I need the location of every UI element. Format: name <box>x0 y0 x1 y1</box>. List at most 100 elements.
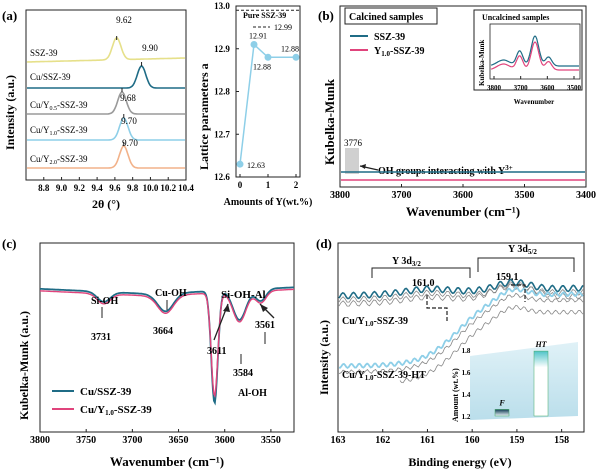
curve-Cu/Y1.0-SSZ-39 <box>27 117 185 141</box>
a-xtick-label: 9.4 <box>91 183 103 193</box>
panel-b-xticks: 3800 3700 3600 3500 3400 <box>330 184 596 201</box>
a-xtick-label: 9.6 <box>109 183 121 193</box>
a-xtick-label: 8.8 <box>38 183 50 193</box>
panel-b-ylabel: Kubelka-Munk <box>322 78 337 165</box>
c-xtick-label: 3800 <box>30 435 50 446</box>
inset-ref-value: 12.99 <box>274 23 292 32</box>
anno-cuoh: Cu-OH <box>155 288 187 299</box>
inset-ytick-label: 13.0 <box>214 1 230 11</box>
a-xtick-label: 10.0 <box>143 183 159 193</box>
b-xtick-label: 3500 <box>515 190 535 201</box>
a-xtick-label: 9.8 <box>127 183 139 193</box>
label-cuy05: Cu/Y0.5-SSZ-39 <box>30 100 88 112</box>
panel-b: (b) Kubelka-Munk 3800 3700 3600 3500 3400 Wa… <box>318 5 596 219</box>
b-inset-xtick-label: 3700 <box>514 84 529 92</box>
peak-159: 159.1 <box>496 272 519 283</box>
panel-c-xticks: 3800 3750 3700 3650 3600 3550 <box>30 429 281 446</box>
anno-3731: 3731 <box>91 332 111 343</box>
panel-c-frame <box>39 242 295 433</box>
inset-d-yticks: 1.2 1.4 1.6 1.8 <box>462 347 471 421</box>
label-cussz39: Cu/SSZ-39 <box>30 72 71 82</box>
bracket-y32-label: Y 3d3/2 <box>392 256 421 268</box>
panel-b-inset-frame <box>489 23 581 80</box>
inset-ytick-label: 12.9 <box>214 44 230 54</box>
d-xtick-label: 159 <box>509 435 524 446</box>
panel-c-xlabel: Wavenumber (cm⁻¹) <box>110 454 224 469</box>
c-xtick-label: 3700 <box>122 435 142 446</box>
inset-d-bar-label: HT <box>534 340 547 349</box>
a-xtick-label: 10.4 <box>178 183 194 193</box>
panel-c-ylabel: Kubelka-Munk (a.u.) <box>17 311 31 420</box>
panel-b-title: Calcined samples <box>349 12 423 23</box>
panel-label-c: (c) <box>2 236 16 251</box>
bracket-y52 <box>477 257 575 272</box>
panel-c-curves <box>40 286 294 406</box>
anno-3664: 3664 <box>153 326 173 337</box>
panel-a-inset: Lattice parameters a 12.6 12.7 12.8 12.9 13.… <box>197 1 312 208</box>
b-xtick-label: 3800 <box>330 190 350 201</box>
legend-b-label-1: SSZ-39 <box>374 32 405 43</box>
panel-label-a: (a) <box>2 8 17 23</box>
panel-b-inset-title: Uncalcined samples <box>482 13 549 22</box>
curve-d-a-fit <box>338 283 584 303</box>
panel-c: (c) Kubelka-Munk (a.u.) 3800 3750 3700 3650… <box>2 236 295 469</box>
inset-d-bg <box>470 342 578 420</box>
panel-a-curves <box>26 36 186 169</box>
panel-d-frame <box>337 242 585 433</box>
bracket-y32 <box>371 267 471 278</box>
peak-161: 161.0 <box>412 278 435 289</box>
inset-point <box>292 53 300 61</box>
panel-b-inset <box>473 9 583 91</box>
d-xtick-label: 163 <box>331 435 346 446</box>
inset-d-bars: F HT <box>494 340 549 417</box>
inset-ref-label: Pure SSZ-39 <box>243 11 286 20</box>
anno-aloh: Al-OH <box>238 388 267 399</box>
panel-d-xlabel: Binding energy (eV) <box>408 455 511 469</box>
legend-c-label-2: Cu/Y1.0-SSZ-39 <box>80 404 152 417</box>
anno-3561: 3561 <box>255 320 275 331</box>
inset-d-ytick-label: 1.4 <box>462 391 471 399</box>
peak-label-y20: 9.70 <box>122 138 138 148</box>
panel-b-inset-ylabel: Kubelka-Munk <box>478 40 486 86</box>
a-xtick-label: 10.2 <box>160 183 176 193</box>
c-xtick-label: 3550 <box>261 435 281 446</box>
inset-d-ytick-label: 1.8 <box>462 347 471 355</box>
peak-label-y05: 9.68 <box>120 93 136 103</box>
panel-a-frame <box>25 9 187 181</box>
panel-b-anno-text: OH groups interacting with Y3+ <box>378 164 513 177</box>
curve-Cu/SSZ-39 <box>27 65 185 89</box>
inset-d-ylabel: Amount (wt.%) <box>451 368 460 422</box>
curve-Cu/Y0.5-SSZ-39 <box>27 91 185 115</box>
curve-d-b-component <box>399 304 584 384</box>
panel-b-xlabel: Wavenumber (cm⁻¹) <box>406 204 520 219</box>
b-xtick-label: 3700 <box>392 190 412 201</box>
c-xtick-label: 3650 <box>169 435 189 446</box>
d-xtick-label: 161 <box>420 435 435 446</box>
inset-point-label: 12.91 <box>249 31 267 40</box>
a-xtick-label: 9.2 <box>74 183 86 193</box>
legend-b-label-2: Y1.0-SSZ-39 <box>374 46 424 58</box>
inset-point <box>236 160 244 168</box>
anno-siohal-arrowhead-2 <box>260 304 268 312</box>
b-inset-xtick-label: 3500 <box>567 84 582 92</box>
panel-b-title-box <box>344 7 438 25</box>
panel-label-b: (b) <box>318 8 334 23</box>
panel-b-anno-arrowhead <box>360 164 366 169</box>
panel-b-shade <box>345 148 359 174</box>
inset-ytick-label: 12.8 <box>214 87 230 97</box>
inset-xticks: 0 1 2 <box>238 174 299 190</box>
inset-xtick-label: 1 <box>266 180 271 190</box>
d-xtick-label: 162 <box>375 435 390 446</box>
anno-siohal: Si-OH-Al <box>221 289 266 301</box>
panel-d-ylabel: Intensity (a.u.) <box>317 320 331 395</box>
d-xtick-label: 158 <box>554 435 569 446</box>
panel-b-inset-xlabel: Wavenumber <box>514 98 554 106</box>
inset-line <box>239 42 296 165</box>
bracket-y52-label: Y 3d5/2 <box>508 244 537 256</box>
panel-b-anno-value: 3776 <box>344 138 363 148</box>
inset-point <box>264 53 272 61</box>
panel-d-xticks: 163 162 161 160 159 158 <box>331 429 569 446</box>
inset-ytick-label: 12.6 <box>214 172 230 182</box>
panel-d-curves <box>338 278 584 384</box>
